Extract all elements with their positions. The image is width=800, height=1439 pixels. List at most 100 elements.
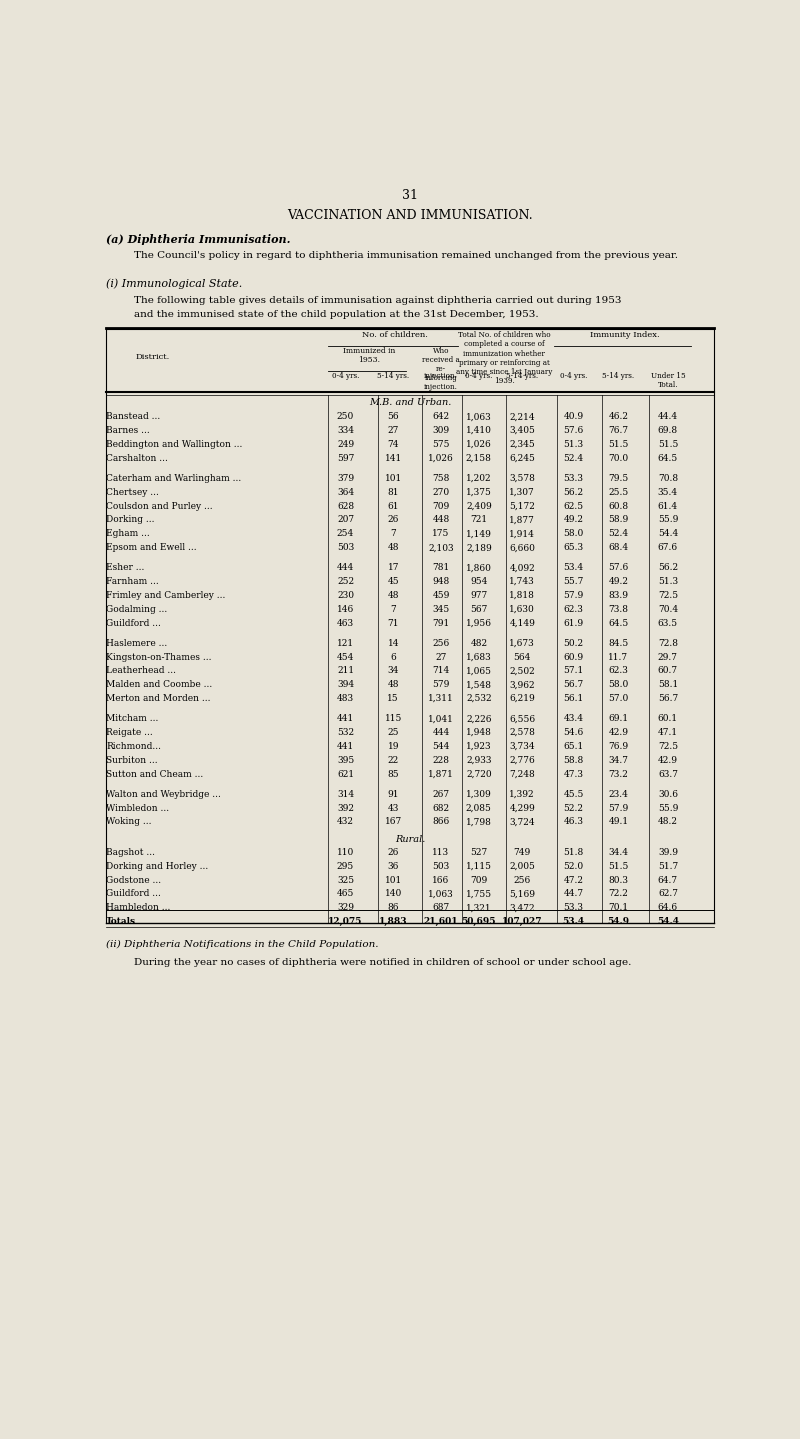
Text: 57.9: 57.9 xyxy=(563,591,584,600)
Text: 1,026: 1,026 xyxy=(428,453,454,463)
Text: 250: 250 xyxy=(337,413,354,422)
Text: 1,115: 1,115 xyxy=(466,862,492,871)
Text: Immunity Index.: Immunity Index. xyxy=(590,331,660,340)
Text: 69.8: 69.8 xyxy=(658,426,678,435)
Text: 51.8: 51.8 xyxy=(563,848,584,856)
Text: 2,189: 2,189 xyxy=(466,543,492,553)
Text: 334: 334 xyxy=(337,426,354,435)
Text: 51.3: 51.3 xyxy=(658,577,678,586)
Text: 70.4: 70.4 xyxy=(658,604,678,614)
Text: 463: 463 xyxy=(337,619,354,627)
Text: 55.9: 55.9 xyxy=(658,803,678,813)
Text: 65.3: 65.3 xyxy=(564,543,584,553)
Text: 48: 48 xyxy=(387,543,399,553)
Text: 1,914: 1,914 xyxy=(510,530,535,538)
Text: 167: 167 xyxy=(385,817,402,826)
Text: Dorking and Horley ...: Dorking and Horley ... xyxy=(106,862,209,871)
Text: 3,578: 3,578 xyxy=(510,473,535,484)
Text: 0-4 yrs.: 0-4 yrs. xyxy=(465,373,493,380)
Text: 6,556: 6,556 xyxy=(509,714,535,724)
Text: 1,683: 1,683 xyxy=(466,653,492,662)
Text: 47.1: 47.1 xyxy=(658,728,678,737)
Text: 70.8: 70.8 xyxy=(658,473,678,484)
Text: 1,026: 1,026 xyxy=(466,440,492,449)
Text: 64.7: 64.7 xyxy=(658,875,678,885)
Text: 1,883: 1,883 xyxy=(379,917,407,927)
Text: 564: 564 xyxy=(514,653,531,662)
Text: 2,214: 2,214 xyxy=(510,413,535,422)
Text: 1,630: 1,630 xyxy=(510,604,535,614)
Text: 63.7: 63.7 xyxy=(658,770,678,778)
Text: 22: 22 xyxy=(388,755,399,764)
Text: 2,720: 2,720 xyxy=(466,770,492,778)
Text: 29.7: 29.7 xyxy=(658,653,678,662)
Text: 544: 544 xyxy=(432,743,450,751)
Text: 5-14 yrs.: 5-14 yrs. xyxy=(506,373,538,380)
Text: 53.3: 53.3 xyxy=(564,904,584,912)
Text: 2,502: 2,502 xyxy=(510,666,535,675)
Text: 56.2: 56.2 xyxy=(564,488,584,496)
Text: 101: 101 xyxy=(385,473,402,484)
Text: 270: 270 xyxy=(433,488,450,496)
Text: 72.5: 72.5 xyxy=(658,743,678,751)
Text: 26: 26 xyxy=(387,848,399,856)
Text: Hambledon ...: Hambledon ... xyxy=(106,904,170,912)
Text: 7,248: 7,248 xyxy=(510,770,535,778)
Text: 14: 14 xyxy=(387,639,399,648)
Text: 2,532: 2,532 xyxy=(466,694,492,704)
Text: 166: 166 xyxy=(432,875,450,885)
Text: 35.4: 35.4 xyxy=(658,488,678,496)
Text: 432: 432 xyxy=(337,817,354,826)
Text: 364: 364 xyxy=(337,488,354,496)
Text: Egham ...: Egham ... xyxy=(106,530,150,538)
Text: 85: 85 xyxy=(387,770,399,778)
Text: injection.: injection. xyxy=(424,373,458,380)
Text: 81: 81 xyxy=(387,488,399,496)
Text: 30.6: 30.6 xyxy=(658,790,678,799)
Text: Richmond...: Richmond... xyxy=(106,743,161,751)
Text: 0-4 yrs.: 0-4 yrs. xyxy=(332,373,359,380)
Text: 48: 48 xyxy=(387,681,399,689)
Text: 4,299: 4,299 xyxy=(510,803,535,813)
Text: 2,226: 2,226 xyxy=(466,714,491,724)
Text: Godstone ...: Godstone ... xyxy=(106,875,162,885)
Text: Haslemere ...: Haslemere ... xyxy=(106,639,167,648)
Text: 60.1: 60.1 xyxy=(658,714,678,724)
Text: 5-14 yrs.: 5-14 yrs. xyxy=(602,373,634,380)
Text: 34.7: 34.7 xyxy=(608,755,628,764)
Text: 56.2: 56.2 xyxy=(658,563,678,573)
Text: 40.9: 40.9 xyxy=(564,413,584,422)
Text: Totals: Totals xyxy=(106,917,136,927)
Text: 69.1: 69.1 xyxy=(608,714,628,724)
Text: 51.7: 51.7 xyxy=(658,862,678,871)
Text: 394: 394 xyxy=(337,681,354,689)
Text: Frimley and Camberley ...: Frimley and Camberley ... xyxy=(106,591,226,600)
Text: 249: 249 xyxy=(337,440,354,449)
Text: Farnham ...: Farnham ... xyxy=(106,577,159,586)
Text: 45: 45 xyxy=(387,577,399,586)
Text: Banstead ...: Banstead ... xyxy=(106,413,161,422)
Text: 39.9: 39.9 xyxy=(658,848,678,856)
Text: 256: 256 xyxy=(514,875,531,885)
Text: 71: 71 xyxy=(387,619,399,627)
Text: 42.9: 42.9 xyxy=(608,728,628,737)
Text: 4,092: 4,092 xyxy=(510,563,535,573)
Text: 1,948: 1,948 xyxy=(466,728,492,737)
Text: 45.5: 45.5 xyxy=(563,790,584,799)
Text: Under 15
Total.: Under 15 Total. xyxy=(650,373,686,390)
Text: 62.3: 62.3 xyxy=(608,666,628,675)
Text: 49.1: 49.1 xyxy=(608,817,628,826)
Text: 64.5: 64.5 xyxy=(658,453,678,463)
Text: 1,375: 1,375 xyxy=(466,488,492,496)
Text: 567: 567 xyxy=(470,604,487,614)
Text: 175: 175 xyxy=(432,530,450,538)
Text: 1,860: 1,860 xyxy=(466,563,492,573)
Text: 454: 454 xyxy=(337,653,354,662)
Text: 57.0: 57.0 xyxy=(608,694,629,704)
Text: 254: 254 xyxy=(337,530,354,538)
Text: 54.4: 54.4 xyxy=(658,530,678,538)
Text: 503: 503 xyxy=(432,862,450,871)
Text: 444: 444 xyxy=(337,563,354,573)
Text: 101: 101 xyxy=(385,875,402,885)
Text: 61.9: 61.9 xyxy=(564,619,584,627)
